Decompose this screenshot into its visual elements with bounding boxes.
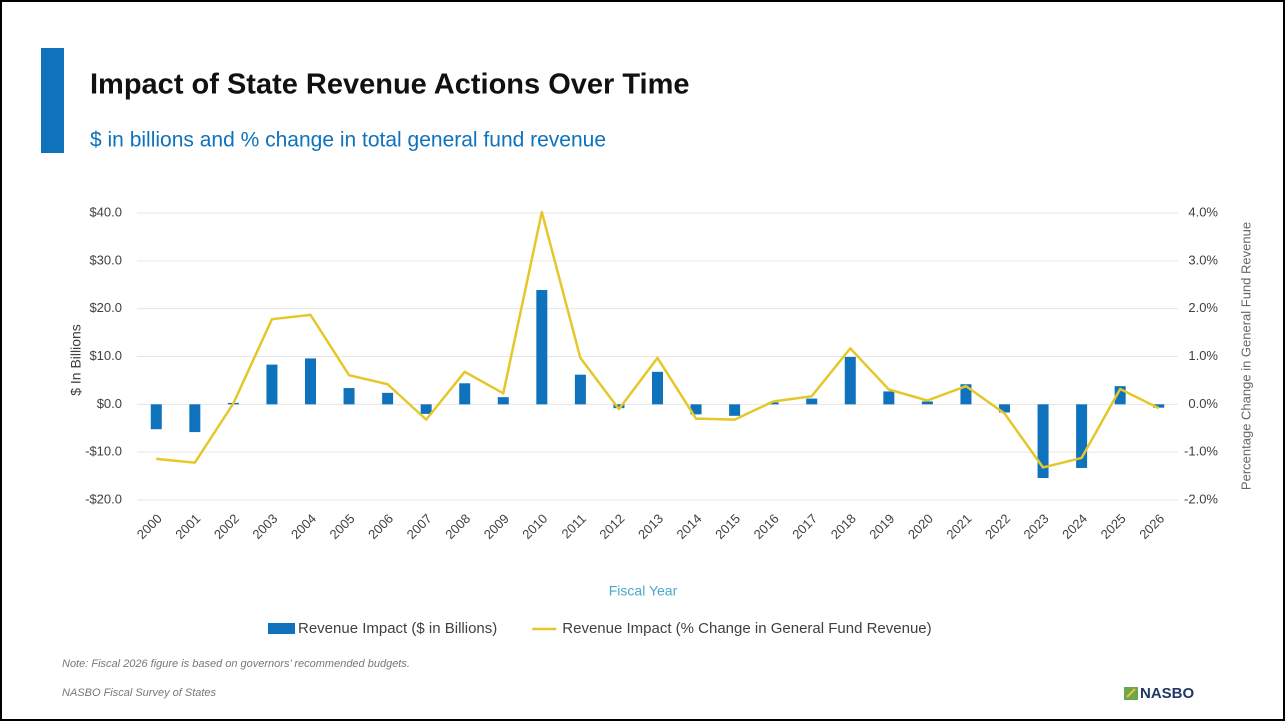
bar	[652, 371, 663, 405]
line	[156, 210, 1160, 469]
bar	[459, 383, 471, 405]
chart-subtitle: $ in billions and % change in total gene…	[90, 129, 606, 152]
bar	[806, 398, 818, 405]
bar	[150, 404, 162, 430]
bar	[690, 404, 702, 415]
y-tick-label: $20.0	[89, 300, 122, 315]
bar	[189, 404, 201, 433]
legend-swatch	[268, 623, 295, 634]
bar	[382, 392, 394, 405]
bar	[921, 401, 933, 405]
y2-axis-title: Percentage Change in General Fund Revenu…	[1238, 222, 1253, 490]
bar	[613, 404, 625, 409]
bar	[844, 356, 856, 405]
bar	[536, 290, 548, 405]
y2-tick-label: 1.0%	[1188, 348, 1218, 363]
bar	[960, 384, 972, 405]
bar	[420, 404, 432, 414]
legend-label: Revenue Impact (% Change in General Fund…	[562, 620, 931, 637]
logo: NASBO	[1140, 685, 1195, 702]
bar	[883, 391, 895, 405]
y2-tick-label: 2.0%	[1188, 300, 1218, 315]
legend-label: Revenue Impact ($ in Billions)	[298, 620, 497, 637]
chart-title: Impact of State Revenue Actions Over Tim…	[90, 69, 690, 101]
bar	[1114, 386, 1126, 405]
source: NASBO Fiscal Survey of States	[62, 687, 217, 699]
y-axis-title: $ In Billions	[68, 324, 84, 396]
y2-tick-label: -1.0%	[1184, 444, 1218, 459]
note: Note: Fiscal 2026 figure is based on gov…	[62, 658, 410, 670]
y-tick-label: $30.0	[89, 252, 122, 267]
y-tick-label: $10.0	[89, 348, 122, 363]
y2-tick-label: -2.0%	[1184, 491, 1218, 506]
bar	[343, 388, 355, 405]
bar	[1153, 404, 1165, 408]
y-tick-label: $40.0	[89, 204, 122, 219]
bar	[574, 374, 586, 405]
y-tick-label: -$20.0	[85, 491, 122, 506]
bar	[729, 404, 741, 416]
bar	[1037, 404, 1049, 478]
bar	[767, 402, 779, 405]
y-tick-label: -$10.0	[85, 444, 122, 459]
bar	[497, 397, 509, 405]
bar	[999, 404, 1010, 413]
y2-tick-label: 3.0%	[1188, 252, 1218, 267]
x-axis-title: Fiscal Year	[609, 583, 678, 599]
bar	[1076, 404, 1088, 468]
y2-tick-label: 4.0%	[1188, 204, 1218, 219]
bar	[266, 364, 278, 405]
logo-icon-mark	[1126, 688, 1136, 698]
y-tick-label: $0.0	[97, 396, 122, 411]
bar	[305, 358, 316, 405]
y2-tick-label: 0.0%	[1188, 396, 1218, 411]
accent-bar	[41, 48, 64, 153]
